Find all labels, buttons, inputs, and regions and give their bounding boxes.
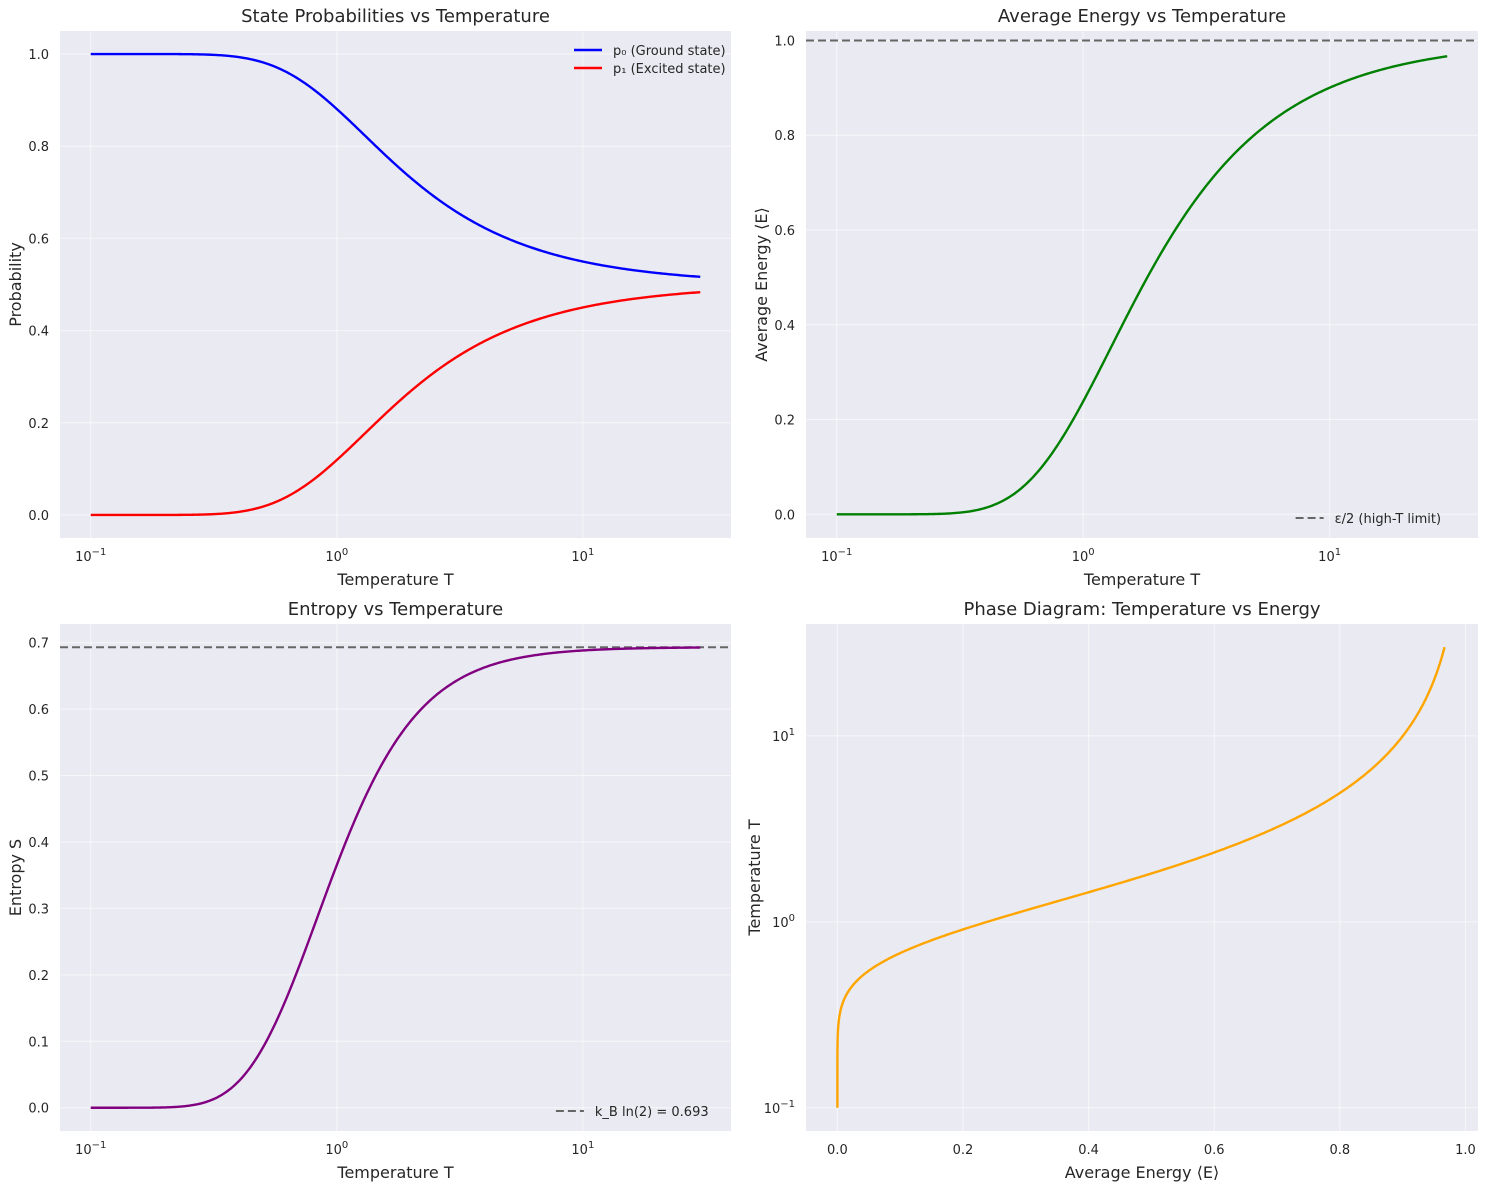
x-axis-label: Average Energy ⟨E⟩ — [1065, 1163, 1219, 1182]
y-tick-label: 0.2 — [28, 969, 49, 984]
x-tick-label: 0.4 — [1078, 1143, 1099, 1158]
chart-panel-4: 0.0 0.2 0.4 0.6 0.8 1.0 10−1 100 101 Phase Diagra… — [745, 599, 1478, 1182]
x-tick-label: 101 — [1318, 547, 1341, 565]
plot-area — [806, 31, 1478, 538]
legend-label: k_B ln(2) = 0.693 — [595, 1105, 709, 1120]
x-tick-label: 10−1 — [75, 1140, 106, 1158]
y-tick-label: 0.6 — [28, 703, 49, 718]
y-tick-label: 0.4 — [28, 836, 49, 851]
chart-title: Average Energy vs Temperature — [998, 6, 1286, 27]
x-tick-label: 1.0 — [1455, 1143, 1476, 1158]
y-axis-label: Temperature T — [745, 819, 764, 936]
series-line-1 — [90, 646, 701, 1109]
y-tick-label: 0.2 — [28, 417, 49, 432]
chart-panel-2: 10−1 100 101 0.0 0.2 0.4 0.6 0.8 1.0 ε/2 (high-T … — [752, 6, 1478, 589]
series-line-1 — [836, 55, 1448, 516]
y-tick-label: 10−1 — [764, 1099, 795, 1117]
chart-title: Phase Diagram: Temperature vs Energy — [963, 599, 1320, 620]
y-tick-label: 0.5 — [28, 770, 49, 785]
plot-area — [60, 624, 731, 1131]
y-tick-label: 0.1 — [28, 1035, 49, 1050]
x-tick-label: 0.8 — [1329, 1143, 1350, 1158]
legend-label: p₀ (Ground state) — [613, 44, 726, 59]
y-tick-label: 100 — [772, 913, 795, 931]
x-axis-label: Temperature T — [336, 1163, 453, 1182]
y-tick-label: 0.0 — [774, 508, 795, 523]
x-axis-label: Temperature T — [1083, 570, 1200, 589]
x-tick-label: 10−1 — [75, 547, 106, 565]
series-line-2 — [90, 290, 701, 517]
x-tick-label: 100 — [325, 547, 348, 565]
y-tick-label: 1.0 — [774, 34, 795, 49]
plot-area — [60, 31, 731, 538]
legend-label: p₁ (Excited state) — [613, 62, 726, 77]
y-tick-label: 0.7 — [28, 637, 49, 652]
x-tick-label: 10−1 — [821, 547, 852, 565]
x-tick-label: 100 — [1072, 547, 1095, 565]
y-tick-label: 0.2 — [774, 414, 795, 429]
x-tick-label: 0.2 — [953, 1143, 974, 1158]
y-tick-label: 0.6 — [774, 224, 795, 239]
chart-panel-3: 10−1 100 101 0.0 0.1 0.2 0.3 0.4 0.5 0.6 0.7 k_B ln… — [6, 599, 731, 1182]
y-tick-label: 0.0 — [28, 509, 49, 524]
y-axis-label: Probability — [6, 242, 25, 327]
y-axis-label: Average Energy ⟨E⟩ — [752, 207, 771, 361]
y-tick-label: 0.3 — [28, 902, 49, 917]
x-tick-label: 101 — [571, 547, 594, 565]
y-tick-label: 0.4 — [774, 319, 795, 334]
y-tick-label: 1.0 — [28, 48, 49, 63]
x-tick-label: 0.0 — [827, 1143, 848, 1158]
y-tick-label: 0.8 — [774, 129, 795, 144]
y-tick-label: 0.6 — [28, 232, 49, 247]
series-line-1 — [836, 646, 1446, 1108]
y-tick-label: 0.0 — [28, 1102, 49, 1117]
x-tick-label: 101 — [571, 1140, 594, 1158]
y-tick-label: 101 — [772, 727, 795, 745]
x-tick-label: 0.6 — [1204, 1143, 1225, 1158]
y-axis-label: Entropy S — [6, 839, 25, 916]
legend-label: ε/2 (high-T limit) — [1335, 512, 1441, 527]
chart-panel-1: 10−1 100 101 0.0 0.2 0.4 0.6 0.8 1.0 p₀ (Ground s… — [6, 6, 731, 589]
y-tick-label: 0.4 — [28, 325, 49, 340]
x-axis-label: Temperature T — [336, 570, 453, 589]
chart-title: Entropy vs Temperature — [288, 599, 503, 620]
series-line-1 — [90, 52, 701, 279]
chart-title: State Probabilities vs Temperature — [241, 6, 550, 27]
x-tick-label: 100 — [325, 1140, 348, 1158]
y-tick-label: 0.8 — [28, 140, 49, 155]
